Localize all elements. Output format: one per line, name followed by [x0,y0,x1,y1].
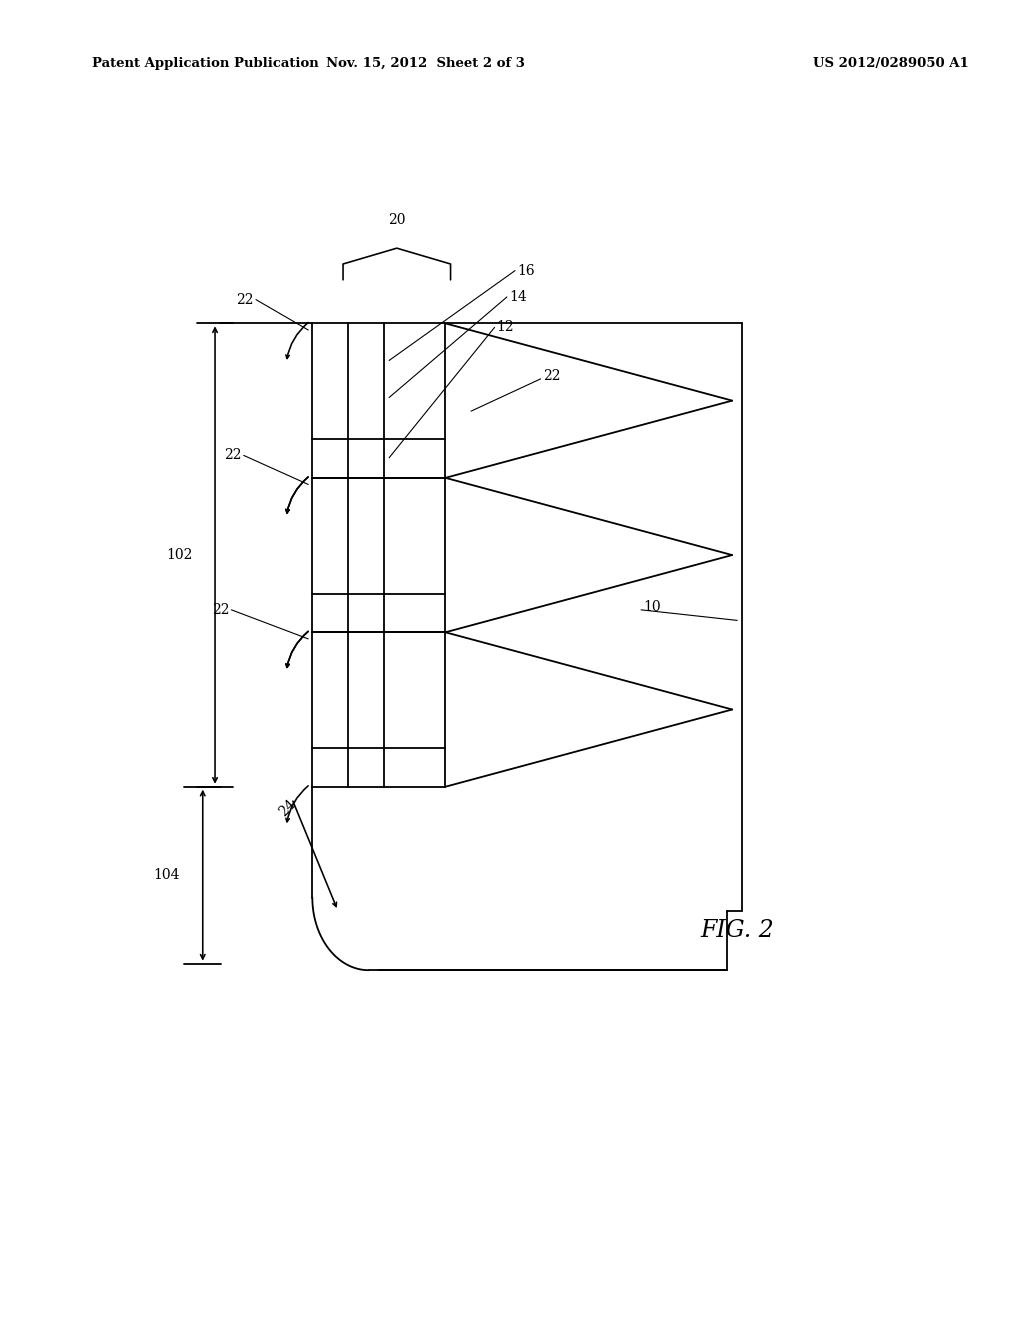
Text: FIG. 2: FIG. 2 [700,919,774,942]
Text: Nov. 15, 2012  Sheet 2 of 3: Nov. 15, 2012 Sheet 2 of 3 [326,57,524,70]
Text: 10: 10 [643,601,660,614]
Text: 24: 24 [276,797,299,818]
Text: 102: 102 [166,548,193,562]
Text: US 2012/0289050 A1: US 2012/0289050 A1 [813,57,969,70]
Text: 22: 22 [212,603,229,616]
Text: 22: 22 [237,293,254,306]
Text: 14: 14 [509,290,526,304]
Text: 22: 22 [224,449,242,462]
Text: Patent Application Publication: Patent Application Publication [92,57,318,70]
Text: 20: 20 [388,213,406,227]
Text: 104: 104 [154,869,180,882]
Text: 16: 16 [517,264,535,277]
Text: 12: 12 [497,321,514,334]
Text: 22: 22 [543,370,560,383]
